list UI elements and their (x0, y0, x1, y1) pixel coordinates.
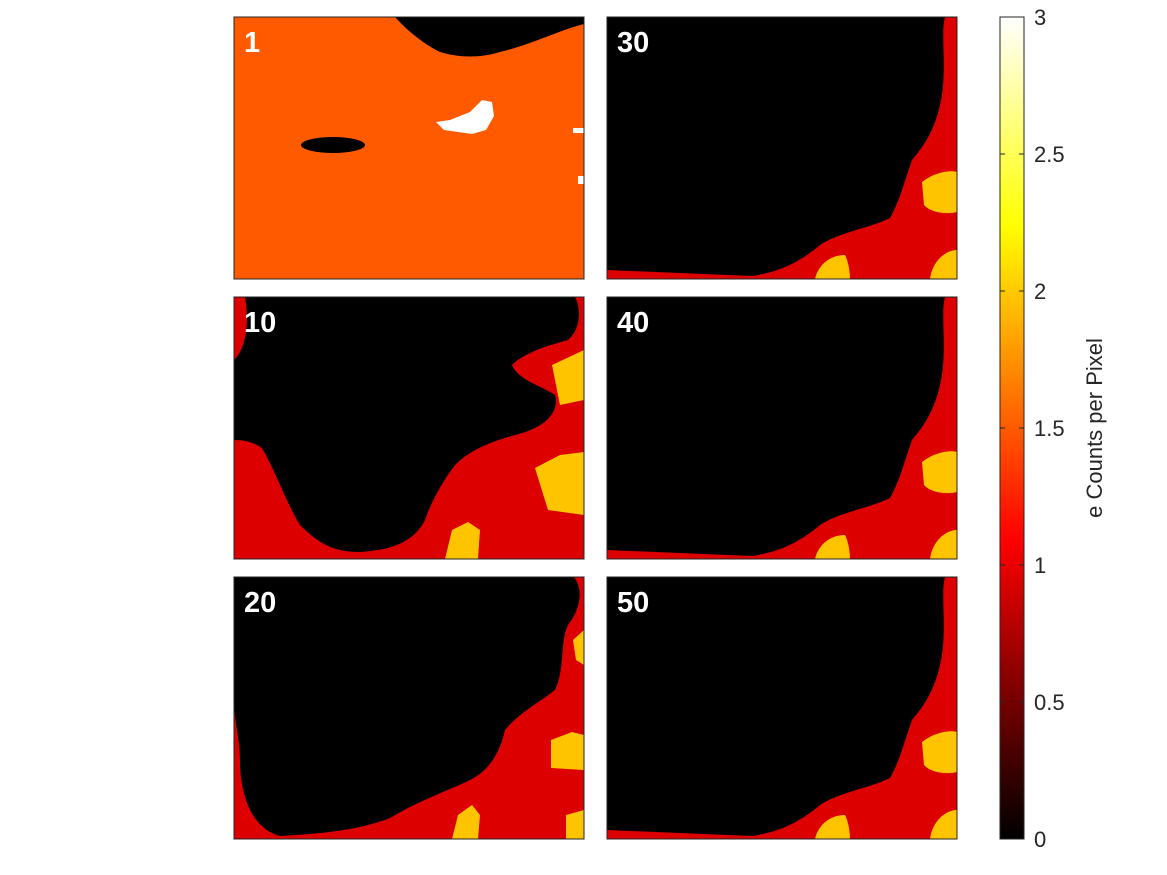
panel-10-frame (233, 296, 585, 560)
panel-50-frame (606, 576, 958, 840)
panel-40-frame (606, 296, 958, 560)
panel-20-frame (233, 576, 585, 840)
colorbar-tick-label: 1.5 (1034, 416, 1065, 441)
heatmap-panel-30 (607, 17, 957, 279)
colorbar-ticks: 0 0.5 1 1.5 2 2.5 3 (1000, 5, 1065, 852)
heatmap-panel-20 (234, 577, 584, 839)
colorbar-label: e Counts per Pixel (1082, 338, 1107, 518)
heatmap-panel-50 (607, 577, 957, 839)
heatmap-panel-1 (234, 17, 584, 279)
heatmap-panel-40 (607, 297, 957, 559)
heatmap-panel-10 (234, 297, 584, 559)
panel-1-frame (233, 16, 585, 280)
panel-30-frame (606, 16, 958, 280)
colorbar-tick-label: 3 (1034, 5, 1046, 30)
panel-20-label: 20 (244, 587, 276, 619)
panel-10-label: 10 (244, 307, 276, 339)
colorbar-tick-label: 0 (1034, 827, 1046, 852)
colorbar-tick-label: 2 (1034, 279, 1046, 304)
colorbar-tick-label: 0.5 (1034, 690, 1065, 715)
panel-30-label: 30 (617, 27, 649, 59)
panel-40-label: 40 (617, 307, 649, 339)
panel-1-label: 1 (244, 27, 260, 59)
colorbar-tick-label: 1 (1034, 553, 1046, 578)
colorbar-tick-label: 2.5 (1034, 142, 1065, 167)
panel-50-label: 50 (617, 587, 649, 619)
